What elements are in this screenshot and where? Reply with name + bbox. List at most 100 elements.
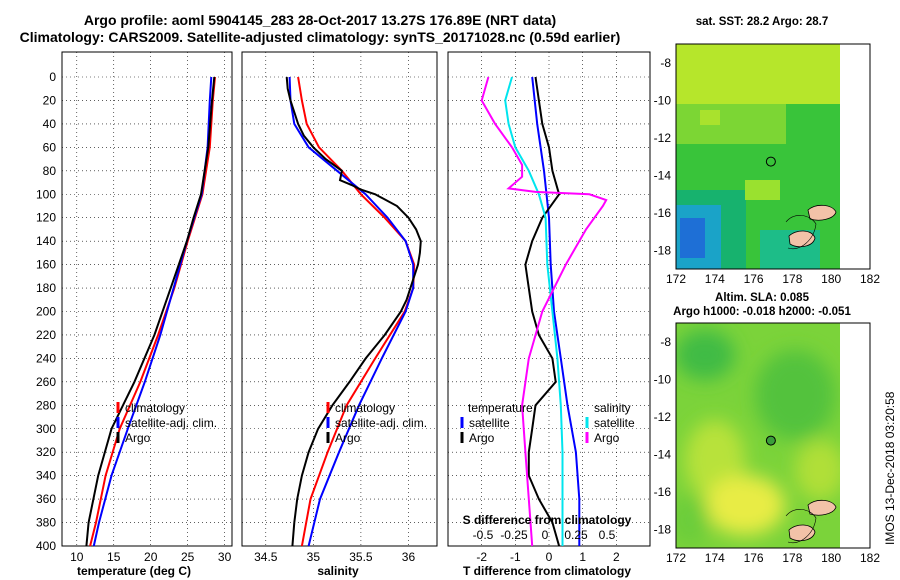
x-tick-label: 35	[307, 550, 321, 564]
sla-map-title-1: Altim. SLA: 0.085	[715, 292, 810, 304]
map-lon-tick: 176	[744, 551, 764, 565]
difference-legend: temperature satellite Argo salinity sate…	[460, 401, 635, 445]
sst-map-frame	[675, 43, 871, 270]
sst-patches	[676, 44, 840, 269]
salinity-x-ticks: 34.5 35 35.5 36	[254, 550, 415, 564]
legend-satellite-adj: satellite-adj. clim.	[125, 416, 217, 430]
depth-tick-label: 80	[43, 164, 57, 178]
temperature-xlabel: temperature (deg C)	[77, 564, 191, 578]
series-line-t-argo	[524, 76, 561, 547]
temperature-panel	[61, 51, 233, 547]
map-tick-labels: 172 174 176 178 180 182 -8 -10 -12 -14 -16 -18 172 17…	[654, 56, 881, 565]
island-viti-levu	[807, 499, 837, 516]
depth-tick-label: 200	[36, 305, 56, 319]
depth-tick-label: 180	[36, 281, 56, 295]
x2-tick-label: -0.5	[473, 528, 494, 542]
difference-series	[480, 76, 608, 547]
sla-map-title-2: Argo h1000: -0.018 h2000: -0.051	[673, 306, 851, 318]
depth-tick-label: 300	[36, 422, 56, 436]
x-tick-label: 35.5	[349, 550, 373, 564]
legend-satellite-adj: satellite-adj. clim.	[335, 416, 427, 430]
sst-warm-patch	[745, 180, 780, 200]
series-line-t-satellite	[531, 76, 581, 546]
x-tick-label: 25	[181, 550, 195, 564]
island-vanua-levu	[788, 230, 816, 248]
legend-salinity-title: salinity	[594, 401, 631, 415]
legend-argo: Argo	[125, 431, 151, 445]
x-tick-label: 1	[579, 550, 586, 564]
legend-t-satellite: satellite	[469, 416, 510, 430]
series-line-s-argo	[480, 76, 608, 547]
difference-grid	[448, 52, 650, 547]
x-tick-label: -1	[510, 550, 521, 564]
map-lon-tick: 174	[705, 272, 725, 286]
sst-map	[676, 44, 840, 269]
x2-tick-label: 0.5	[599, 528, 616, 542]
x-tick-label: -2	[476, 550, 487, 564]
title-line-1: Argo profile: aoml 5904145_283 28-Oct-20…	[84, 12, 556, 28]
sla-high-blob	[705, 475, 785, 535]
depth-tick-label: 0	[49, 70, 56, 84]
salinity-grid	[242, 52, 437, 547]
sla-high-blob	[795, 440, 840, 500]
map-lon-tick: 182	[860, 272, 880, 286]
sst-map-title: sat. SST: 28.2 Argo: 28.7	[696, 16, 829, 28]
salinity-xlabel: salinity	[317, 564, 359, 578]
temperature-x-ticks: 10 15 20 25 30	[70, 550, 231, 564]
x-tick-label: 2	[613, 550, 620, 564]
depth-tick-label: 320	[36, 445, 56, 459]
imos-credit: IMOS 13-Dec-2018 03:20:58	[883, 391, 897, 545]
sla-mid-blob	[676, 495, 710, 545]
x-tick-label: 20	[144, 550, 158, 564]
map-lon-tick: 180	[821, 272, 841, 286]
sla-low-blob	[755, 350, 835, 440]
map-lon-tick: 182	[860, 551, 880, 565]
depth-tick-label: 280	[36, 398, 56, 412]
x2-tick-label: 0.25	[564, 528, 588, 542]
sla-land-mask	[840, 323, 870, 548]
depth-tick-label: 100	[36, 187, 56, 201]
legend-t-argo: Argo	[469, 431, 495, 445]
difference-s-ticks: -0.5 -0.25 0 0.25 0.5	[473, 528, 616, 542]
map-lon-tick: 172	[666, 551, 686, 565]
sst-warm-patch	[700, 110, 720, 125]
depth-tick-label: 20	[43, 93, 57, 107]
legend-s-argo: Argo	[594, 431, 620, 445]
depth-tick-label: 160	[36, 258, 56, 272]
sst-band	[676, 104, 786, 144]
map-lon-tick: 178	[782, 272, 802, 286]
map-lat-tick: -16	[654, 485, 672, 499]
x-tick-label: 34.5	[254, 550, 278, 564]
map-lat-tick: -16	[654, 206, 672, 220]
x2-tick-label: 0	[542, 528, 549, 542]
series-line-argo	[285, 76, 422, 547]
depth-tick-label: 400	[36, 539, 56, 553]
legend-climatology: climatology	[335, 401, 395, 415]
series-line-argo	[85, 76, 216, 547]
sla-low-blob	[676, 330, 735, 380]
sla-fiji-islands	[785, 499, 837, 544]
sst-warm-band	[676, 44, 840, 104]
depth-tick-label: 240	[36, 351, 56, 365]
depth-tick-labels: 0 20 40 60 80 100 120 140 160 180 200 220 240 260 280 3…	[36, 70, 56, 553]
map-lon-tick: 176	[744, 272, 764, 286]
map-lon-tick: 178	[782, 551, 802, 565]
sla-argo-marker	[765, 435, 776, 446]
map-lat-tick: -12	[654, 410, 672, 424]
title-line-2: Climatology: CARS2009. Satellite-adjuste…	[20, 29, 621, 45]
salinity-series	[285, 76, 422, 547]
x-tick-label: 15	[107, 550, 121, 564]
depth-tick-label: 260	[36, 375, 56, 389]
temperature-legend: climatology satellite-adj. clim. Argo	[116, 401, 217, 445]
x-tick-label: 30	[218, 550, 232, 564]
depth-tick-label: 380	[36, 516, 56, 530]
depth-tick-label: 60	[43, 140, 57, 154]
depth-tick-label: 120	[36, 211, 56, 225]
map-lat-tick: -12	[654, 131, 672, 145]
map-lat-tick: -10	[654, 372, 672, 386]
reef-outline	[785, 509, 817, 544]
legend-s-satellite: satellite	[594, 416, 635, 430]
sst-land-mask	[840, 44, 870, 269]
sla-blobs	[676, 330, 840, 545]
